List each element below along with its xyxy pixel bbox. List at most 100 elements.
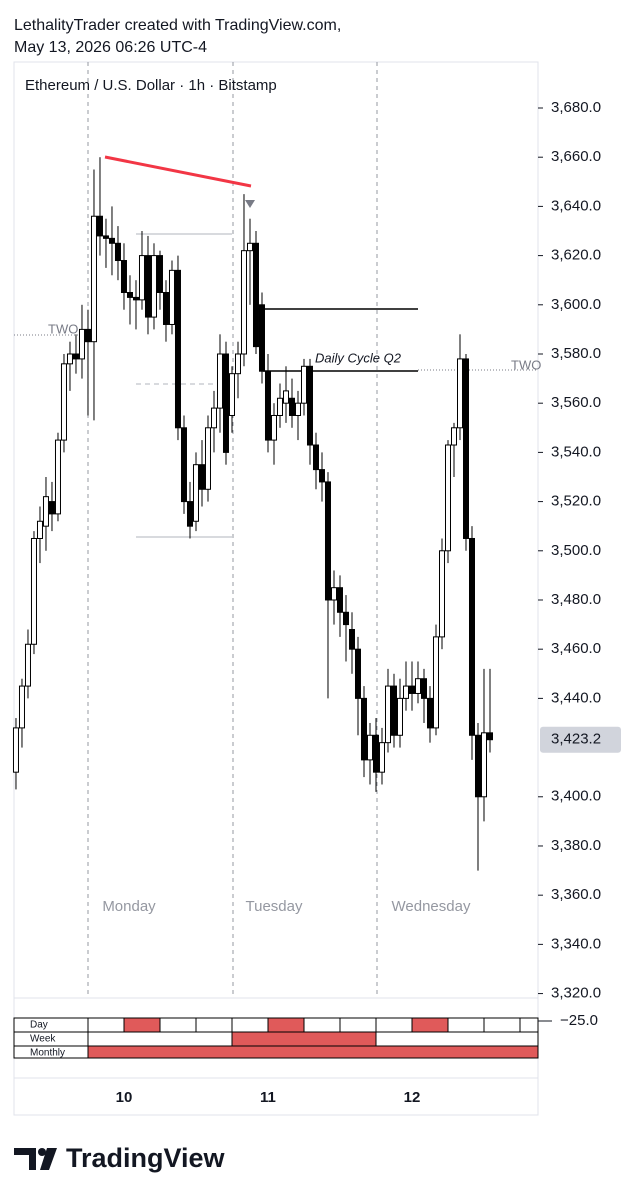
candle-body — [84, 328, 91, 343]
candle-body — [480, 732, 487, 798]
last-price-box — [540, 726, 621, 753]
candle-body — [210, 407, 217, 429]
y-tick-label: 3,440.0 — [551, 689, 601, 706]
y-tick-label: 3,620.0 — [551, 247, 601, 264]
candle-body — [54, 439, 61, 515]
candle-body — [408, 685, 415, 694]
y-tick-label: 3,520.0 — [551, 493, 601, 510]
candle-body — [276, 397, 283, 416]
candle-body — [342, 611, 349, 626]
candle-body — [96, 215, 103, 237]
candle-body — [396, 697, 403, 736]
indicator-cell — [87, 1045, 539, 1059]
candle-body — [324, 481, 331, 601]
day-label: Monday — [102, 898, 156, 915]
y-tick-label: 3,660.0 — [551, 148, 601, 165]
candle-body — [468, 537, 475, 736]
marker — [245, 200, 255, 208]
indicator-cell — [411, 1017, 449, 1033]
candle-body — [360, 697, 367, 761]
candle-body — [144, 255, 151, 318]
indicator-axis-label: −25.0 — [560, 1012, 598, 1029]
candle-body — [264, 370, 271, 441]
x-tick-label: 12 — [404, 1089, 421, 1106]
header-author: LethalityTrader created with TradingView… — [14, 17, 341, 34]
day-label: Tuesday — [246, 898, 303, 915]
candle-body — [444, 444, 451, 552]
candle-body — [36, 520, 43, 539]
candle-body — [366, 734, 373, 761]
candle-body — [198, 464, 205, 490]
candle-body — [318, 469, 325, 483]
indicator — [13, 1017, 539, 1059]
candle-body — [330, 587, 337, 601]
y-tick-label: 3,340.0 — [551, 935, 601, 952]
annotation: TWO — [48, 321, 78, 336]
candle-body — [114, 242, 121, 262]
y-tick-label: 3,400.0 — [551, 788, 601, 805]
last-price-label: 3,423.2 — [551, 731, 601, 748]
trend-line — [104, 155, 252, 188]
candle-body — [12, 727, 19, 773]
x-tick-label: 10 — [116, 1089, 133, 1106]
candle-body — [336, 587, 343, 613]
y-tick-label: 3,680.0 — [551, 99, 601, 116]
candle-body — [102, 235, 109, 239]
y-tick-label: 3,580.0 — [551, 345, 601, 362]
candle-body — [426, 697, 433, 729]
candle-body — [378, 742, 385, 773]
candle-body — [402, 685, 409, 699]
candle-body — [450, 427, 457, 446]
logo-mark — [38, 1148, 46, 1156]
indicator-cell — [231, 1031, 377, 1047]
chart-title: Ethereum / U.S. Dollar · 1h · Bitstamp — [25, 77, 277, 94]
candle-body — [372, 734, 379, 773]
candle-body — [390, 685, 397, 736]
x-tick-label: 11 — [260, 1089, 276, 1106]
candle-body — [192, 464, 199, 522]
candle-body — [252, 242, 259, 348]
candle-body — [300, 365, 307, 404]
candle-body — [60, 363, 67, 441]
candle-body — [162, 291, 169, 325]
y-tick-label: 3,380.0 — [551, 837, 601, 854]
candle-body — [42, 496, 49, 527]
candle-body — [126, 291, 133, 298]
candle-body — [108, 237, 115, 244]
annotation: TWO — [511, 357, 541, 372]
candle-body — [270, 414, 277, 441]
candle-body — [216, 353, 223, 409]
candle-body — [474, 734, 481, 798]
indicator-row-label: Day — [30, 1020, 48, 1031]
y-tick-label: 3,500.0 — [551, 542, 601, 559]
candle-body — [312, 444, 319, 471]
candle-body — [120, 260, 127, 293]
candle-body — [294, 402, 301, 416]
y-tick-label: 3,460.0 — [551, 640, 601, 657]
candle-body — [462, 358, 469, 539]
y-tick-label: 3,360.0 — [551, 886, 601, 903]
candle-body — [150, 255, 157, 318]
indicator-row-label: Monthly — [30, 1048, 65, 1059]
candle-body — [48, 501, 55, 515]
candles — [12, 157, 493, 871]
candle-body — [246, 242, 253, 252]
candle-body — [354, 648, 361, 699]
candle-body — [30, 537, 37, 645]
y-tick-label: 3,320.0 — [551, 985, 601, 1002]
annotation: Daily Cycle Q2 — [315, 350, 402, 365]
indicator-row-label: Week — [30, 1034, 56, 1045]
y-tick-label: 3,640.0 — [551, 197, 601, 214]
candle-body — [234, 353, 241, 375]
candle-body — [456, 358, 463, 429]
candle-body — [156, 255, 163, 293]
candle-body — [78, 328, 85, 360]
candle-body — [258, 304, 265, 372]
candle-body — [24, 643, 31, 687]
candle-body — [138, 255, 145, 301]
candle-body — [18, 685, 25, 729]
logo — [14, 1148, 57, 1170]
candle-body — [228, 373, 235, 416]
candle-body — [240, 250, 247, 355]
candle-body — [168, 269, 175, 325]
